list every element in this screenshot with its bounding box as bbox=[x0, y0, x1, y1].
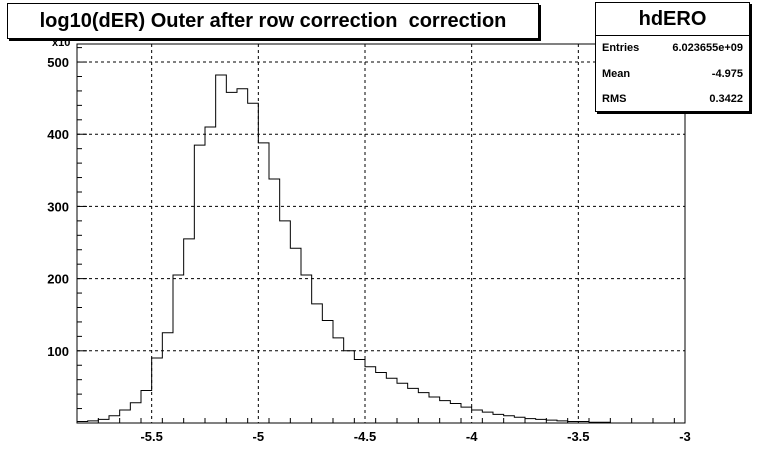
plot-frame bbox=[76, 43, 686, 424]
stats-label: Mean bbox=[602, 67, 631, 80]
y-exponent-label: x10 bbox=[52, 37, 70, 49]
stats-box: hdERO Entries 6.023655e+09 Mean -4.975 R… bbox=[595, 2, 750, 112]
stats-label: Entries bbox=[602, 42, 640, 54]
x-tick-label: -5 bbox=[253, 429, 265, 444]
chart-title-box: log10(dER) Outer after row correction co… bbox=[7, 3, 539, 39]
x-tick-label: -4 bbox=[466, 429, 478, 444]
histogram-series bbox=[76, 74, 685, 424]
stats-row-mean: Mean -4.975 bbox=[596, 62, 749, 88]
stats-histogram-name: hdERO bbox=[596, 3, 749, 36]
chart-title: log10(dER) Outer after row correction co… bbox=[39, 9, 507, 32]
y-tick-label: 200 bbox=[47, 272, 69, 287]
stats-value: -4.975 bbox=[711, 67, 743, 80]
stats-value: 6.023655e+09 bbox=[672, 42, 743, 54]
y-tick-label: 500 bbox=[47, 55, 69, 70]
y-axis: 100 200 300 400 500 bbox=[47, 47, 87, 424]
x-tick-label: -3 bbox=[679, 429, 691, 444]
stats-row-entries: Entries 6.023655e+09 bbox=[596, 36, 749, 62]
x-tick-label: -5.5 bbox=[140, 429, 162, 444]
stats-label: RMS bbox=[602, 93, 627, 105]
x-tick-label: -3.5 bbox=[567, 429, 589, 444]
y-tick-label: 300 bbox=[47, 199, 69, 214]
y-tick-label: 400 bbox=[47, 127, 69, 142]
x-tick-label: -4.5 bbox=[354, 429, 376, 444]
stats-value: 0.3422 bbox=[709, 93, 743, 105]
y-tick-label: 100 bbox=[47, 344, 69, 359]
x-axis: -5.5 -5 -4.5 -4 -3.5 -3 bbox=[76, 418, 691, 444]
grid-lines bbox=[77, 44, 685, 423]
stats-row-rms: RMS 0.3422 bbox=[596, 87, 749, 113]
